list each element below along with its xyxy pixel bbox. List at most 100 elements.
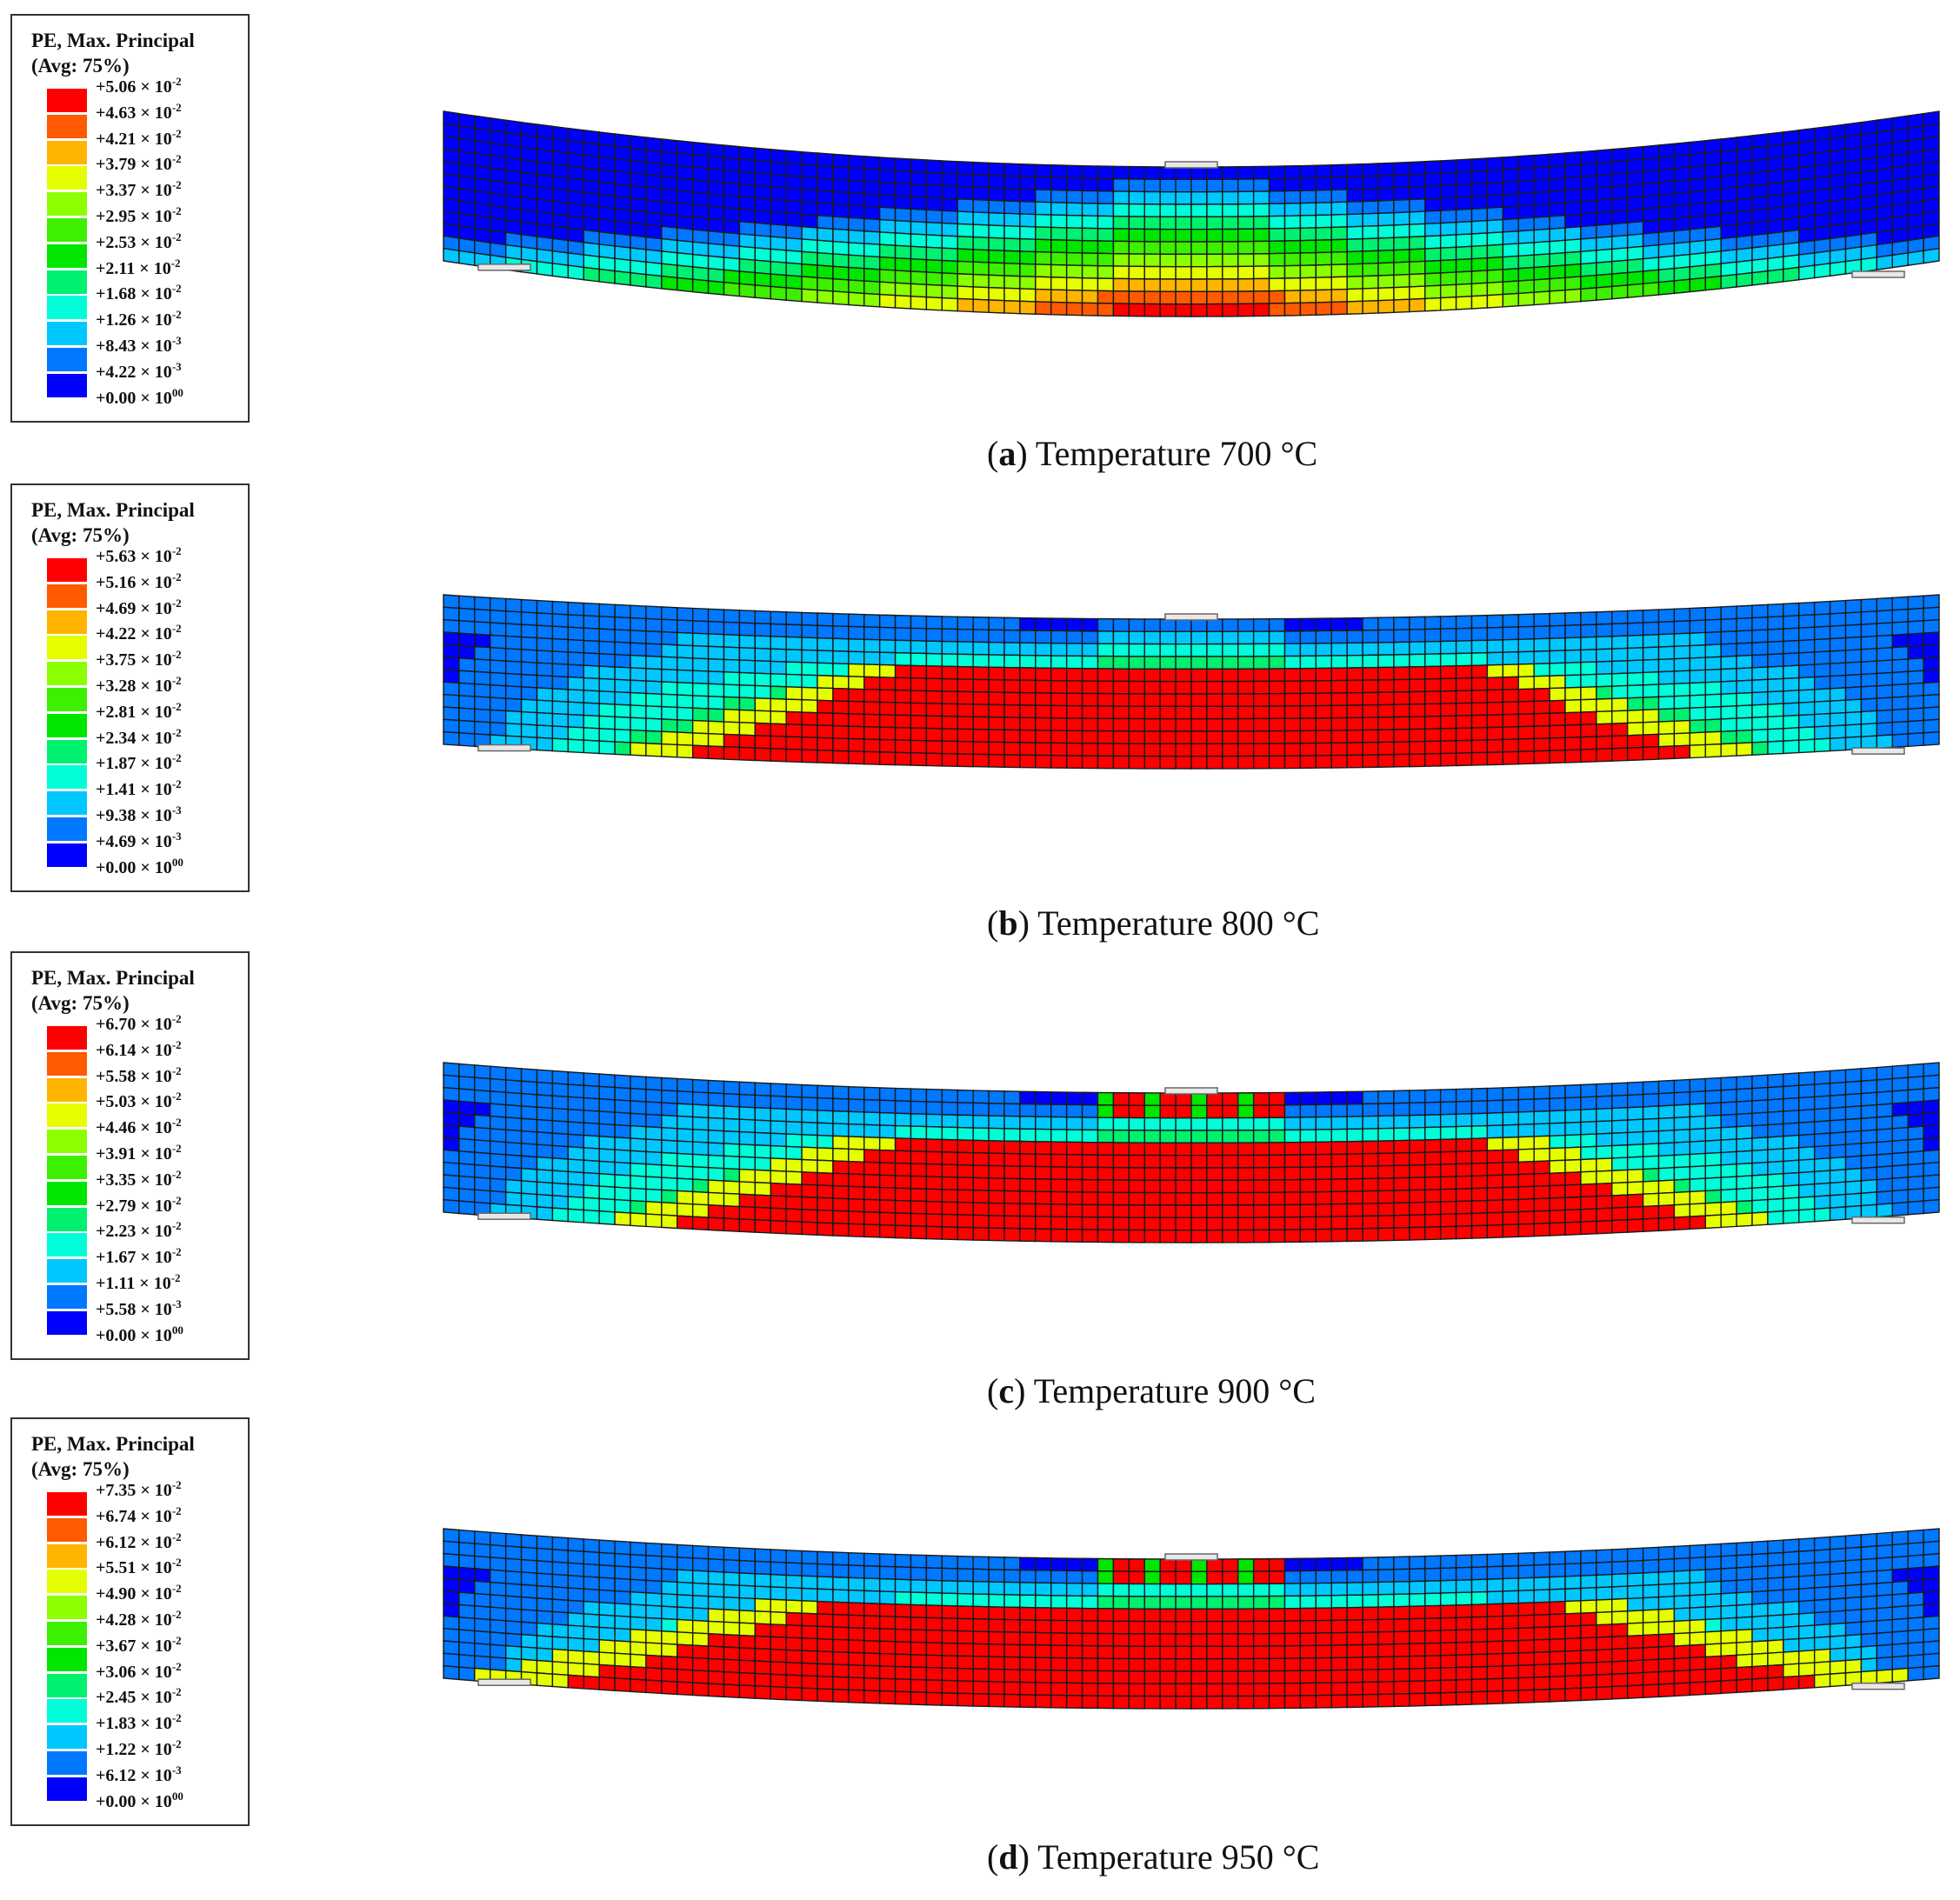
mesh-cell (723, 206, 741, 223)
mesh-cell (504, 672, 523, 688)
mesh-cell (1470, 1590, 1489, 1606)
mesh-cell (1128, 668, 1145, 683)
mesh-cell (1035, 1619, 1052, 1634)
mesh-cell (801, 662, 818, 677)
mesh-cell (1876, 1140, 1893, 1156)
mesh-cell (1346, 176, 1363, 190)
mesh-cell (1424, 272, 1442, 287)
mesh-cell (1736, 729, 1753, 744)
mesh-cell (1019, 754, 1037, 769)
mesh-cell (1533, 1663, 1550, 1678)
mesh-cell (1283, 190, 1302, 204)
mesh-cell (1673, 1078, 1691, 1094)
mesh-cell (1159, 1558, 1177, 1573)
mesh-cell (1065, 1644, 1083, 1659)
right-support-plate (1851, 747, 1905, 755)
mesh-cell (1252, 190, 1270, 205)
mesh-cell (1876, 1177, 1893, 1193)
mesh-cell (1439, 1654, 1457, 1669)
mesh-cell (1081, 239, 1099, 255)
mesh-cell (770, 223, 787, 239)
mesh-cell (443, 1577, 460, 1593)
mesh-cell (1813, 600, 1831, 616)
mesh-cell (1596, 1157, 1613, 1172)
mesh-cell (1704, 225, 1722, 242)
mesh-cell (817, 1122, 834, 1137)
mesh-cell (910, 1579, 928, 1594)
mesh-cell (925, 1188, 943, 1203)
mesh-cell (1844, 1583, 1863, 1599)
mesh-cell (988, 1152, 1005, 1167)
mesh-cell (941, 1567, 958, 1582)
mesh-cell (1720, 1076, 1737, 1091)
legend-swatch (47, 1207, 87, 1231)
mesh-cell (1081, 1632, 1099, 1647)
mesh-cell (691, 657, 710, 672)
mesh-cell (1502, 701, 1519, 716)
mesh-cell (1222, 643, 1239, 657)
mesh-cell (1783, 1576, 1800, 1591)
mesh-cell (1175, 1558, 1192, 1573)
mesh-cell (1035, 1165, 1052, 1180)
mesh-cell (925, 296, 943, 311)
mesh-cell (1736, 1665, 1753, 1681)
mesh-cell (1767, 715, 1784, 730)
mesh-cell (1175, 265, 1192, 280)
mesh-cell (645, 137, 663, 153)
mesh-cell (1299, 1178, 1317, 1193)
mesh-cell (1455, 1603, 1473, 1618)
mesh-cell (1330, 1153, 1348, 1168)
mesh-cell (458, 695, 476, 710)
mesh-cell (988, 1656, 1005, 1670)
mesh-cell (1035, 213, 1052, 229)
mesh-cell (1891, 1126, 1909, 1142)
mesh-cell (1315, 730, 1332, 744)
mesh-cell (1019, 654, 1037, 669)
mesh-cell (1315, 289, 1332, 303)
mesh-cell (1035, 1594, 1052, 1609)
mesh-cell (1657, 608, 1676, 623)
mesh-cell (1377, 237, 1395, 252)
mesh-cell (614, 257, 631, 274)
mesh-cell (1346, 1681, 1363, 1696)
mesh-cell (691, 253, 710, 270)
mesh-cell (630, 1137, 647, 1153)
mesh-cell (738, 1205, 757, 1221)
mesh-cell (910, 640, 928, 655)
mesh-cell (1190, 1583, 1208, 1597)
mesh-cell (520, 686, 538, 701)
mesh-cell (1455, 170, 1473, 186)
mesh-cell (1549, 264, 1566, 280)
mesh-cell (1299, 1129, 1317, 1143)
mesh-cell (458, 1150, 476, 1166)
mesh-cell (1596, 1673, 1613, 1689)
mesh-cell (1237, 1670, 1255, 1684)
mesh-cell (1283, 630, 1302, 644)
mesh-cell (1377, 1693, 1395, 1708)
legend-swatch (47, 765, 87, 790)
mesh-cell (1424, 1667, 1442, 1682)
mesh-cell (1190, 1695, 1208, 1710)
mesh-cell (801, 213, 818, 229)
mesh-cell (1159, 1633, 1177, 1648)
mesh-cell (1486, 689, 1504, 703)
mesh-cell (1580, 1637, 1597, 1651)
mesh-cell (1533, 1184, 1550, 1200)
mesh-cell (645, 717, 663, 733)
mesh-cell (1580, 224, 1597, 240)
mesh-cell (988, 1668, 1005, 1683)
mesh-cell (504, 623, 523, 638)
mesh-cell (1393, 1114, 1410, 1130)
mesh-cell (1222, 1167, 1239, 1181)
mesh-cell (878, 1162, 897, 1177)
mesh-cell (817, 1171, 834, 1187)
mesh-cell (817, 264, 834, 280)
mesh-cell (583, 1097, 600, 1112)
mesh-cell (1891, 1077, 1909, 1092)
mesh-cell (1283, 252, 1302, 267)
mesh-cell (1486, 1565, 1504, 1580)
mesh-cell (1907, 607, 1924, 623)
mesh-cell (1517, 242, 1535, 257)
mesh-cell (1128, 643, 1145, 657)
mesh-cell (490, 1177, 507, 1193)
